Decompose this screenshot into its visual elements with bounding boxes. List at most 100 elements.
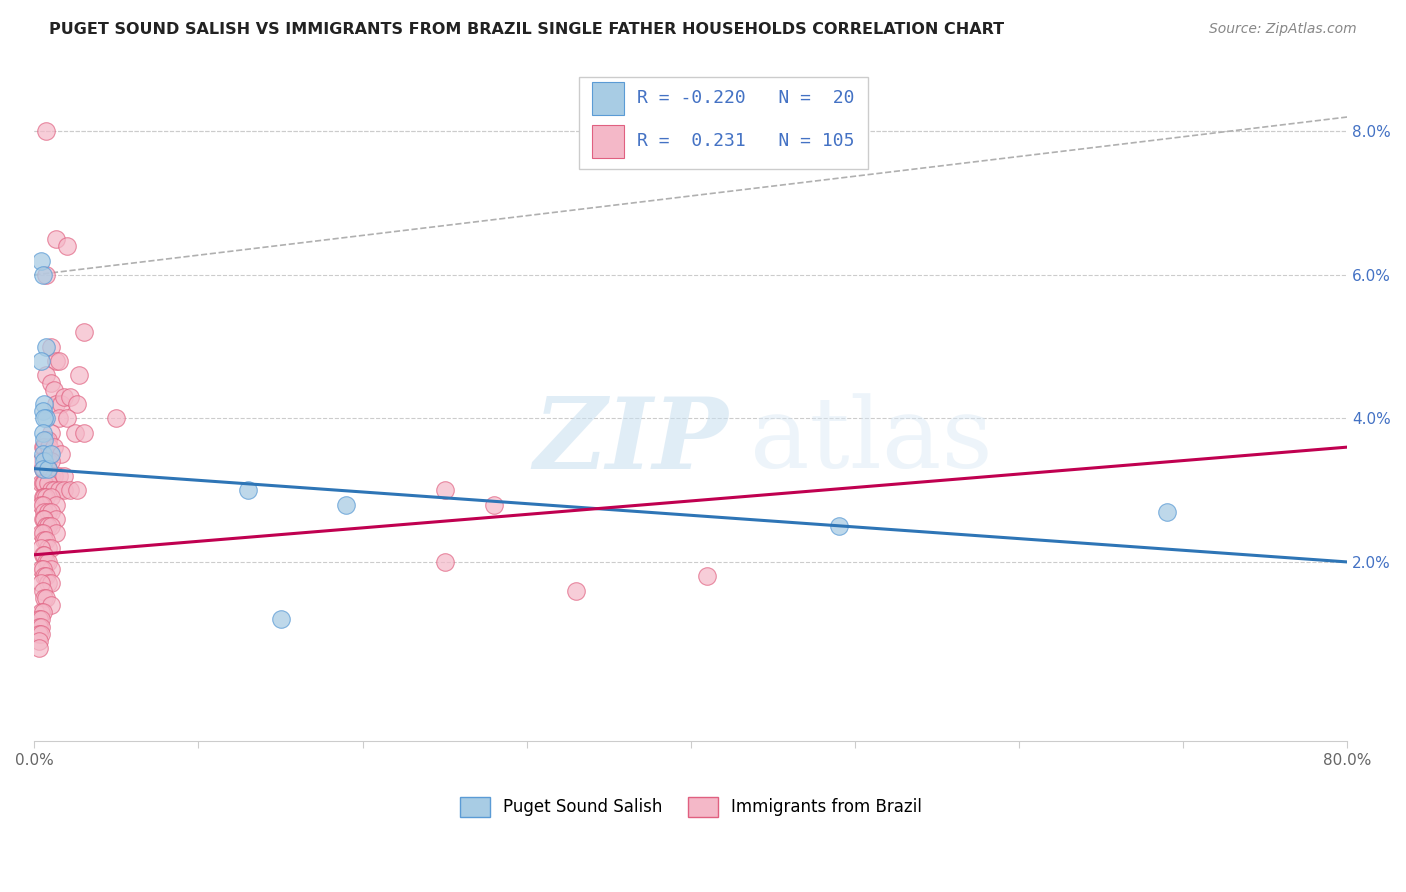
Text: R = -0.220   N =  20: R = -0.220 N = 20 — [637, 89, 855, 107]
Point — [35, 268, 58, 282]
Point — [39, 483, 62, 498]
Point — [35, 454, 58, 468]
Point — [39, 598, 62, 612]
Point — [42, 383, 65, 397]
Point — [52, 468, 75, 483]
Point — [35, 591, 58, 605]
Point — [37, 433, 59, 447]
Point — [696, 569, 718, 583]
Point — [37, 475, 59, 490]
Point — [37, 505, 59, 519]
Point — [42, 440, 65, 454]
Point — [31, 512, 53, 526]
Point — [30, 498, 52, 512]
Point — [35, 124, 58, 138]
Point — [335, 498, 357, 512]
Point — [65, 425, 87, 440]
Point — [32, 475, 55, 490]
Point — [31, 491, 53, 505]
Point — [32, 411, 55, 425]
Point — [30, 576, 52, 591]
Text: Source: ZipAtlas.com: Source: ZipAtlas.com — [1209, 22, 1357, 37]
Point — [37, 454, 59, 468]
Point — [39, 447, 62, 461]
Point — [32, 461, 55, 475]
Point — [32, 440, 55, 454]
Point — [30, 619, 52, 633]
Point — [59, 390, 82, 404]
Point — [433, 483, 456, 498]
Point — [56, 239, 79, 253]
Point — [66, 397, 89, 411]
Point — [35, 519, 58, 533]
Point — [30, 612, 52, 626]
Point — [433, 555, 456, 569]
Point — [42, 468, 65, 483]
Point — [30, 454, 52, 468]
Point — [48, 411, 70, 425]
Point — [48, 483, 70, 498]
Point — [31, 447, 53, 461]
Point — [35, 491, 58, 505]
Point — [827, 519, 849, 533]
Point — [35, 340, 58, 354]
Bar — [592, 82, 624, 115]
Point — [32, 491, 55, 505]
Point — [28, 641, 51, 656]
Bar — [592, 125, 624, 158]
Point — [28, 619, 51, 633]
Point — [39, 541, 62, 555]
Point — [482, 498, 505, 512]
Point — [39, 425, 62, 440]
Point — [38, 440, 60, 454]
Point — [31, 268, 53, 282]
Point — [39, 491, 62, 505]
Point — [31, 583, 53, 598]
Point — [37, 576, 59, 591]
Point — [39, 468, 62, 483]
Point — [45, 354, 67, 368]
Point — [72, 326, 94, 340]
Point — [28, 633, 51, 648]
Point — [32, 505, 55, 519]
Point — [37, 461, 59, 475]
Point — [31, 548, 53, 562]
Point — [52, 483, 75, 498]
Point — [72, 425, 94, 440]
Point — [52, 390, 75, 404]
FancyBboxPatch shape — [579, 77, 868, 169]
Point — [39, 505, 62, 519]
Point — [31, 562, 53, 576]
Point — [565, 583, 588, 598]
Point — [37, 519, 59, 533]
Point — [35, 433, 58, 447]
Point — [35, 411, 58, 425]
Point — [37, 555, 59, 569]
Point — [66, 483, 89, 498]
Point — [30, 526, 52, 541]
Point — [37, 461, 59, 475]
Point — [56, 411, 79, 425]
Point — [32, 548, 55, 562]
Text: atlas: atlas — [749, 393, 993, 490]
Point — [32, 591, 55, 605]
Point — [39, 454, 62, 468]
Point — [49, 397, 72, 411]
Point — [30, 605, 52, 619]
Point — [32, 569, 55, 583]
Text: PUGET SOUND SALISH VS IMMIGRANTS FROM BRAZIL SINGLE FATHER HOUSEHOLDS CORRELATIO: PUGET SOUND SALISH VS IMMIGRANTS FROM BR… — [49, 22, 1004, 37]
Point — [31, 605, 53, 619]
Point — [32, 433, 55, 447]
Text: R =  0.231   N = 105: R = 0.231 N = 105 — [637, 132, 855, 151]
Point — [28, 626, 51, 640]
Point — [30, 541, 52, 555]
Point — [270, 612, 292, 626]
Point — [45, 397, 67, 411]
Point — [39, 562, 62, 576]
Point — [31, 461, 53, 475]
Text: ZIP: ZIP — [533, 393, 728, 490]
Point — [30, 475, 52, 490]
Point — [31, 425, 53, 440]
Point — [37, 541, 59, 555]
Point — [48, 468, 70, 483]
